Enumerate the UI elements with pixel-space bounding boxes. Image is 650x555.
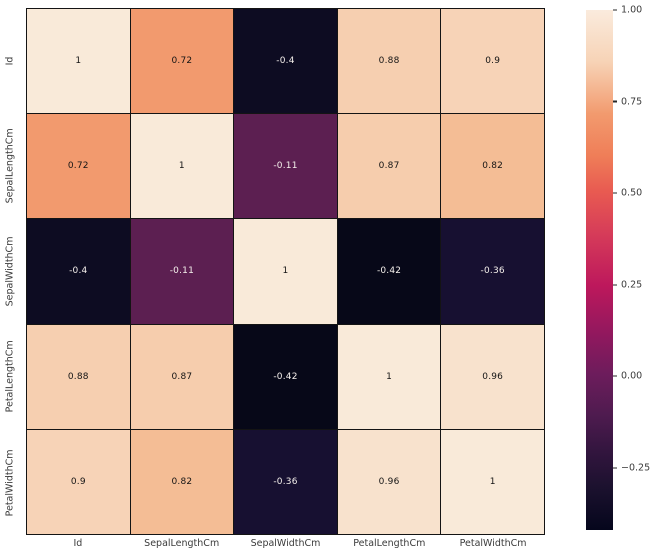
heatmap-cell-PetalLengthCm-Id: 0.88 xyxy=(27,324,130,429)
cell-annotation: 0.96 xyxy=(378,476,400,487)
cell-annotation: 0.9 xyxy=(70,476,86,487)
cell-annotation: -0.4 xyxy=(276,56,295,67)
colorbar-gradient xyxy=(586,10,613,530)
y-tick-label-SepalLengthCm: SepalLengthCm xyxy=(4,128,16,204)
cell-annotation: 1 xyxy=(386,371,393,382)
colorbar-tick-0.50: 0.50 xyxy=(613,188,642,199)
colorbar-tick-0.75: 0.75 xyxy=(613,96,642,107)
y-tick-label-SepalWidthCm: SepalWidthCm xyxy=(4,236,16,307)
cell-annotation: 0.87 xyxy=(171,371,193,382)
cell-annotation: 0.88 xyxy=(67,371,89,382)
heatmap-cell-PetalLengthCm-SepalLengthCm: 0.87 xyxy=(130,324,234,429)
x-tick-label-Id: Id xyxy=(73,538,83,549)
heatmap-cell-SepalWidthCm-Id: -0.4 xyxy=(27,219,130,324)
heatmap-cell-PetalWidthCm-SepalWidthCm: -0.36 xyxy=(234,429,337,534)
cell-annotation: 0.96 xyxy=(482,371,504,382)
cell-annotation: 0.72 xyxy=(67,161,89,172)
heatmap-cell-SepalLengthCm-Id: 0.72 xyxy=(27,114,130,219)
cell-annotation: -0.36 xyxy=(273,476,298,487)
colorbar-tick-mark xyxy=(613,192,617,194)
colorbar-tick-−0.25: −0.25 xyxy=(613,462,650,473)
cell-annotation: -0.42 xyxy=(376,266,402,277)
colorbar-tick-mark xyxy=(613,467,617,469)
heatmap-cell-PetalWidthCm-SepalLengthCm: 0.82 xyxy=(130,429,234,534)
colorbar-tick-1.00: 1.00 xyxy=(613,5,642,16)
cell-annotation: -0.36 xyxy=(480,266,505,277)
cell-annotation: 0.72 xyxy=(171,56,193,67)
cell-annotation: -0.11 xyxy=(273,161,298,172)
y-tick-label-Id: Id xyxy=(4,56,16,66)
cell-annotation: 0.9 xyxy=(485,56,501,67)
heatmap-cell-Id-PetalWidthCm: 0.9 xyxy=(441,9,544,114)
heatmap-cell-SepalWidthCm-SepalLengthCm: -0.11 xyxy=(130,219,234,324)
cell-annotation: -0.11 xyxy=(169,266,195,277)
heatmap-cell-PetalWidthCm-Id: 0.9 xyxy=(27,429,130,534)
cell-annotation: 1 xyxy=(489,476,496,487)
cell-annotation: 1 xyxy=(282,266,289,277)
cell-annotation: -0.4 xyxy=(69,266,88,277)
colorbar-tick-label: −0.25 xyxy=(621,462,650,474)
heatmap-cell-Id-PetalLengthCm: 0.88 xyxy=(337,9,441,114)
colorbar-tick-mark xyxy=(613,284,617,286)
x-axis-tick-labels: Id SepalLengthCm SepalWidthCm PetalLengthCm… xyxy=(26,538,545,549)
heatmap-grid: 1 0.72 -0.4 0.88 0.9 0.72 1 -0.11 0.87 0.82 -0.4 -0… xyxy=(26,8,545,535)
colorbar-tick-label: 0.00 xyxy=(621,370,643,382)
colorbar-tick-label: 0.75 xyxy=(621,96,643,108)
heatmap-cell-SepalLengthCm-PetalWidthCm: 0.82 xyxy=(441,114,544,219)
colorbar-tick-0.25: 0.25 xyxy=(613,279,642,290)
heatmap-cell-Id-Id: 1 xyxy=(27,9,130,114)
heatmap-cell-Id-SepalWidthCm: -0.4 xyxy=(234,9,337,114)
heatmap-cell-PetalWidthCm-PetalLengthCm: 0.96 xyxy=(337,429,441,534)
x-tick-label-PetalLengthCm: PetalLengthCm xyxy=(353,538,426,549)
x-tick-label-SepalLengthCm: SepalLengthCm xyxy=(144,538,220,549)
x-tick-label-SepalWidthCm: SepalWidthCm xyxy=(250,538,321,549)
colorbar-tick-mark xyxy=(613,9,617,11)
heatmap-cell-PetalLengthCm-PetalWidthCm: 0.96 xyxy=(441,324,544,429)
heatmap-cell-SepalLengthCm-SepalLengthCm: 1 xyxy=(130,114,234,219)
x-tick-label-PetalWidthCm: PetalWidthCm xyxy=(459,538,527,549)
cell-annotation: 1 xyxy=(75,56,82,67)
heatmap-cell-PetalWidthCm-PetalWidthCm: 1 xyxy=(441,429,544,534)
heatmap-cell-SepalWidthCm-PetalLengthCm: -0.42 xyxy=(337,219,441,324)
colorbar-tick-0.00: 0.00 xyxy=(613,371,642,382)
heatmap-cell-SepalLengthCm-PetalLengthCm: 0.87 xyxy=(337,114,441,219)
cell-annotation: 0.82 xyxy=(482,161,504,172)
cell-annotation: 1 xyxy=(178,161,185,172)
colorbar-tick-mark xyxy=(613,100,617,103)
cell-annotation: -0.42 xyxy=(273,371,298,382)
colorbar-tick-label: 1.00 xyxy=(621,4,643,16)
y-axis-tick-labels: Id SepalLengthCm SepalWidthCm PetalLengthCm… xyxy=(2,8,18,535)
heatmap-cell-PetalLengthCm-SepalWidthCm: -0.42 xyxy=(234,324,337,429)
y-tick-label-PetalWidthCm: PetalWidthCm xyxy=(4,448,16,516)
cell-annotation: 0.82 xyxy=(171,476,193,487)
heatmap-cell-SepalWidthCm-SepalWidthCm: 1 xyxy=(234,219,337,324)
colorbar-tick-mark xyxy=(613,375,617,377)
heatmap-cell-SepalLengthCm-SepalWidthCm: -0.11 xyxy=(234,114,337,219)
cell-annotation: 0.87 xyxy=(378,161,400,172)
colorbar: 1.00 0.75 0.50 0.25 0.00 −0.25 xyxy=(586,5,650,530)
heatmap-cell-SepalWidthCm-PetalWidthCm: -0.36 xyxy=(441,219,544,324)
colorbar-tick-label: 0.25 xyxy=(621,279,643,291)
colorbar-tick-label: 0.50 xyxy=(621,187,643,199)
cell-annotation: 0.88 xyxy=(378,56,400,67)
heatmap-cell-PetalLengthCm-PetalLengthCm: 1 xyxy=(337,324,441,429)
heatmap-cell-Id-SepalLengthCm: 0.72 xyxy=(130,9,234,114)
y-tick-label-PetalLengthCm: PetalLengthCm xyxy=(4,340,16,413)
